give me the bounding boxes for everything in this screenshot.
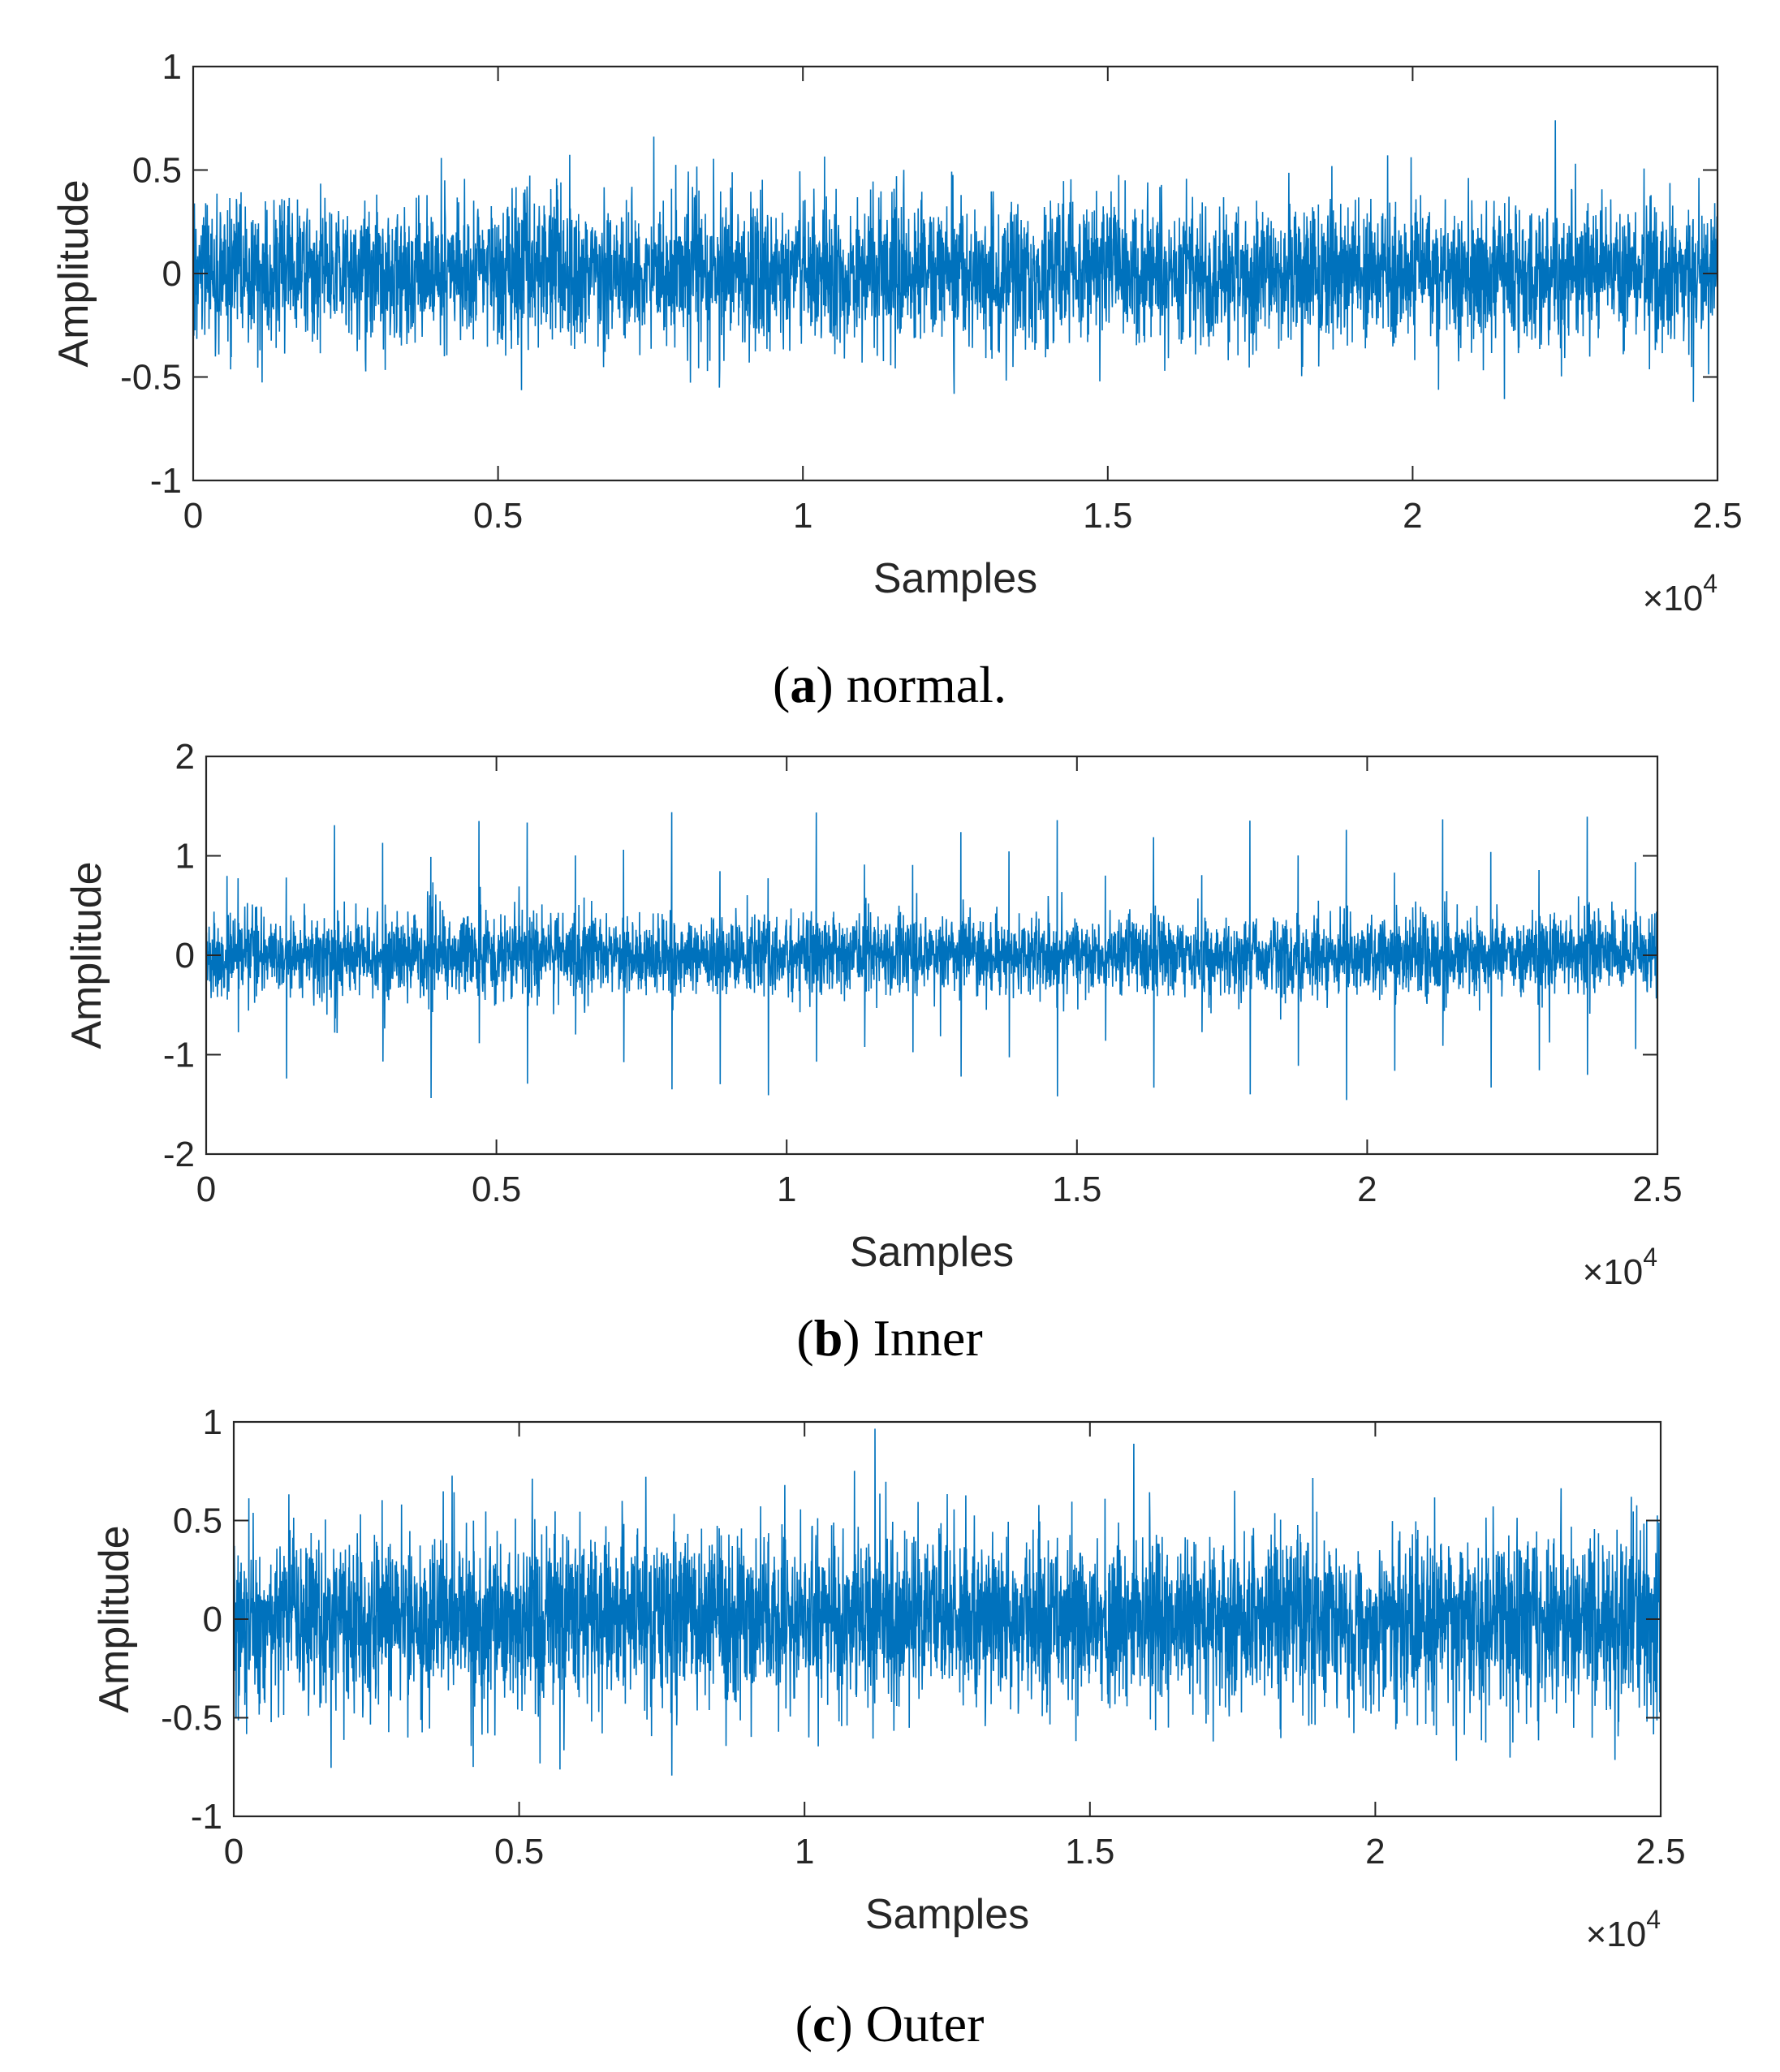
y-axis-title-b: Amplitude bbox=[63, 861, 110, 1049]
x-axis-title-a: Samples bbox=[873, 555, 1037, 602]
x-tick-label-a-2: 1 bbox=[793, 496, 812, 536]
x-tick-label-b-1: 0.5 bbox=[472, 1170, 521, 1209]
y-axis-title-a: Amplitude bbox=[50, 179, 97, 367]
signal-line-b bbox=[206, 812, 1657, 1101]
x-tick-label-b-4: 2 bbox=[1357, 1170, 1377, 1209]
x-tick-label-c-4: 2 bbox=[1365, 1832, 1385, 1872]
x-tick-label-b-0: 0 bbox=[196, 1170, 216, 1209]
y-tick-label-c-2: 0 bbox=[203, 1600, 222, 1639]
chart-panel-a: 0 0.5 1 1.5 2 2.5 -1 -0.5 0 0.5 1 Samples Amplitude ×… bbox=[50, 47, 1743, 713]
caption-a: (a) normal. bbox=[773, 656, 1006, 713]
y-tick-label-c-1: -0.5 bbox=[161, 1699, 222, 1738]
y-tick-label-a-1: -0.5 bbox=[120, 358, 182, 398]
x-tick-label-a-5: 2.5 bbox=[1692, 496, 1742, 536]
x-tick-label-a-4: 2 bbox=[1403, 496, 1422, 536]
x-tick-label-a-0: 0 bbox=[183, 496, 203, 536]
x-axis-title-c: Samples bbox=[865, 1891, 1029, 1938]
y-tick-label-b-0: -2 bbox=[163, 1135, 195, 1174]
y-tick-label-b-3: 1 bbox=[175, 837, 195, 877]
y-tick-label-b-4: 2 bbox=[175, 737, 195, 777]
x-tick-label-c-3: 1.5 bbox=[1065, 1832, 1114, 1872]
x-tick-label-c-5: 2.5 bbox=[1636, 1832, 1685, 1872]
x-exponent-label-b: ×104 bbox=[1583, 1243, 1657, 1292]
caption-c: (c) Outer bbox=[795, 1995, 985, 2053]
y-tick-label-a-4: 1 bbox=[162, 47, 182, 87]
x-tick-label-c-1: 0.5 bbox=[494, 1832, 544, 1872]
x-exponent-label-a: ×104 bbox=[1643, 569, 1718, 618]
chart-panel-b: 0 0.5 1 1.5 2 2.5 -2 -1 0 1 2 Samples Amplitude ×104 (… bbox=[63, 737, 1683, 1367]
x-tick-label-a-1: 0.5 bbox=[473, 496, 523, 536]
y-tick-label-b-2: 0 bbox=[175, 936, 195, 976]
caption-b: (b) Inner bbox=[796, 1309, 982, 1367]
y-tick-label-b-1: -1 bbox=[163, 1036, 195, 1075]
x-tick-label-a-3: 1.5 bbox=[1083, 496, 1132, 536]
x-tick-label-c-2: 1 bbox=[795, 1832, 814, 1872]
y-tick-label-c-3: 0.5 bbox=[173, 1501, 222, 1541]
y-tick-label-a-0: -1 bbox=[150, 461, 182, 501]
x-tick-label-b-2: 1 bbox=[777, 1170, 796, 1209]
x-tick-label-c-0: 0 bbox=[224, 1832, 244, 1872]
y-tick-label-a-2: 0 bbox=[162, 254, 182, 294]
y-tick-label-c-0: -1 bbox=[191, 1797, 222, 1837]
y-tick-label-c-4: 1 bbox=[203, 1402, 222, 1442]
x-axis-title-b: Samples bbox=[850, 1229, 1014, 1276]
y-axis-title-c: Amplitude bbox=[91, 1525, 138, 1712]
y-tick-label-a-3: 0.5 bbox=[132, 151, 182, 191]
signal-line-c bbox=[234, 1428, 1661, 1776]
chart-panel-c: 0 0.5 1 1.5 2 2.5 -1 -0.5 0 0.5 1 Samples Amplitude ×… bbox=[91, 1402, 1686, 2053]
x-tick-label-b-5: 2.5 bbox=[1632, 1170, 1682, 1209]
signal-line-a bbox=[193, 120, 1718, 403]
x-exponent-label-c: ×104 bbox=[1586, 1905, 1661, 1954]
x-tick-label-b-3: 1.5 bbox=[1052, 1170, 1101, 1209]
